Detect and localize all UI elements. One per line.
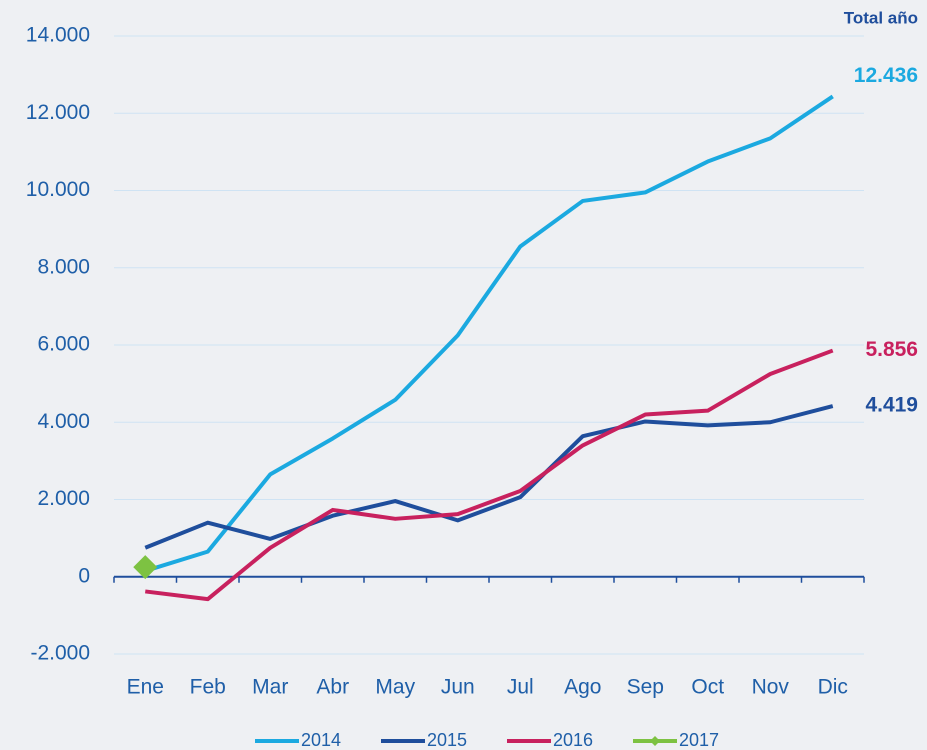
series-line — [144, 94, 834, 573]
y-tick-label: 12.000 — [26, 101, 90, 124]
series-line — [144, 404, 834, 550]
legend-marker — [650, 736, 660, 746]
data-label: 12.436 — [854, 64, 918, 87]
data-label: 5.856 — [865, 338, 918, 361]
annotation: Total año — [844, 8, 918, 27]
y-tick-label: 14.000 — [26, 24, 90, 47]
x-tick-label: Dic — [818, 676, 848, 699]
series-marker — [133, 555, 158, 580]
data-label: 4.419 — [865, 394, 918, 417]
legend-label: 2015 — [427, 730, 467, 750]
x-tick-label: Ene — [127, 676, 164, 699]
x-tick-label: May — [375, 676, 415, 699]
y-tick-label: 2.000 — [37, 487, 90, 510]
series-line — [145, 348, 834, 602]
y-tick-label: -2.000 — [30, 642, 90, 665]
x-tick-label: Jul — [507, 676, 534, 699]
y-tick-label: 8.000 — [37, 255, 90, 278]
x-tick-label: Abr — [316, 676, 349, 699]
x-tick-label: Jun — [441, 676, 475, 699]
y-tick-label: 4.000 — [37, 410, 90, 433]
y-tick-label: 0 — [78, 564, 90, 587]
x-tick-label: Feb — [190, 676, 226, 699]
legend-label: 2016 — [553, 730, 593, 750]
legend-label: 2017 — [679, 730, 719, 750]
y-tick-label: 6.000 — [37, 333, 90, 356]
y-tick-label: 10.000 — [26, 178, 90, 201]
x-tick-label: Sep — [627, 676, 664, 699]
x-tick-label: Oct — [691, 676, 724, 699]
x-tick-label: Mar — [252, 676, 288, 699]
x-tick-label: Ago — [564, 676, 601, 699]
x-tick-label: Nov — [752, 676, 790, 699]
legend-label: 2014 — [301, 730, 341, 750]
